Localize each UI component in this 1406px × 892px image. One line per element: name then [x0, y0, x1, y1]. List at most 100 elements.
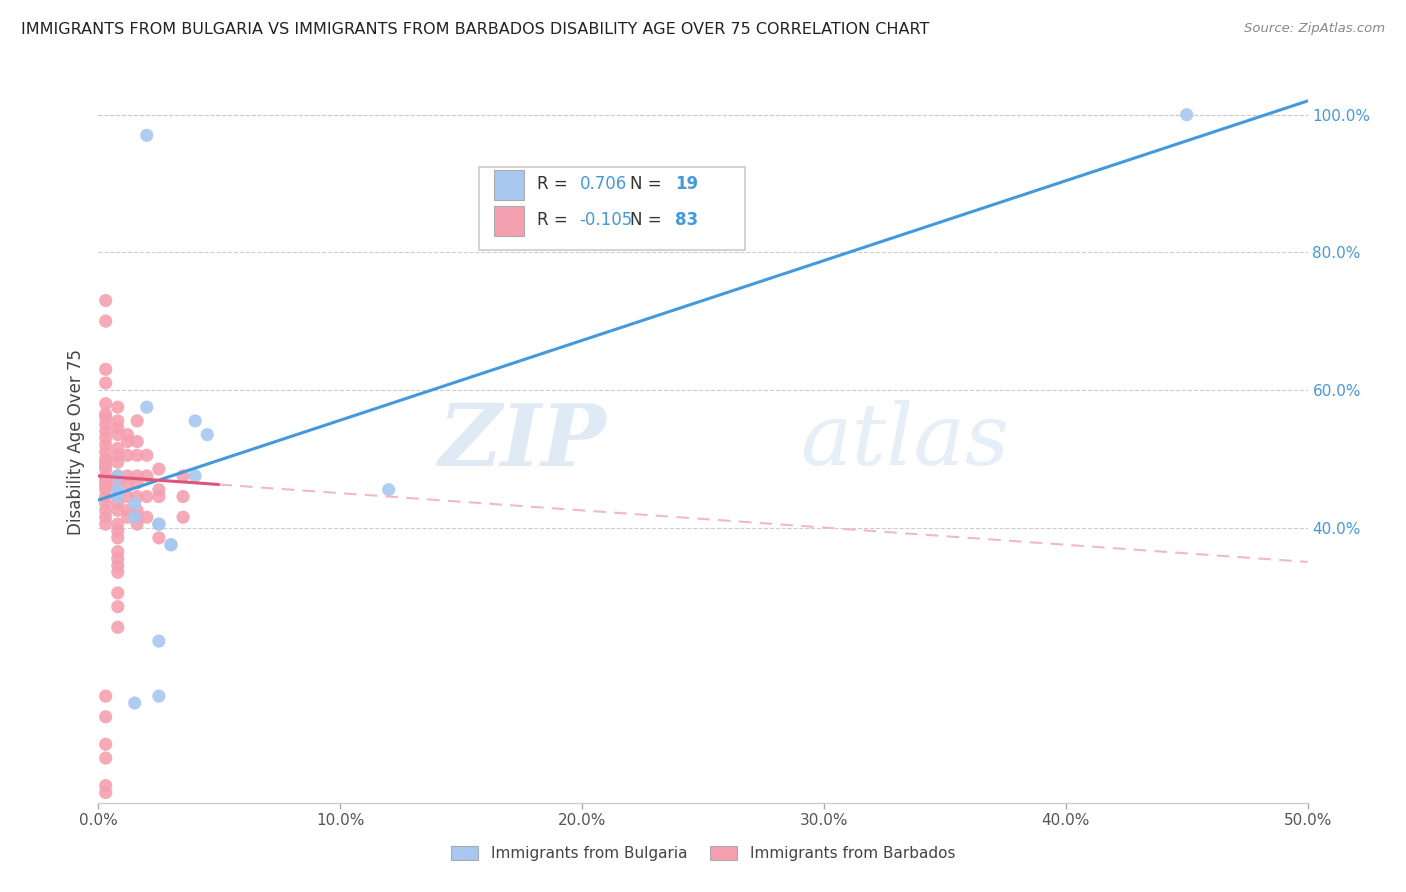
Point — [107, 490, 129, 504]
Point — [184, 469, 207, 483]
Point — [107, 599, 129, 614]
Point — [94, 410, 117, 425]
Point — [124, 510, 146, 524]
Point — [94, 779, 117, 793]
Point — [107, 448, 129, 462]
Point — [107, 483, 129, 497]
Point — [117, 510, 139, 524]
Point — [107, 544, 129, 558]
Point — [94, 785, 117, 799]
Point — [94, 397, 117, 411]
Point — [94, 472, 117, 486]
Point — [107, 475, 129, 490]
Point — [135, 128, 157, 143]
Point — [160, 538, 183, 552]
Point — [148, 490, 170, 504]
Point — [94, 451, 117, 466]
Point — [124, 696, 146, 710]
Point — [184, 414, 207, 428]
Bar — [479, 167, 745, 250]
Text: IMMIGRANTS FROM BULGARIA VS IMMIGRANTS FROM BARBADOS DISABILITY AGE OVER 75 CORR: IMMIGRANTS FROM BULGARIA VS IMMIGRANTS F… — [21, 22, 929, 37]
Point — [94, 737, 117, 751]
Point — [148, 531, 170, 545]
Point — [94, 431, 117, 445]
Point — [107, 566, 129, 580]
Point — [172, 490, 194, 504]
Point — [94, 483, 117, 497]
Point — [94, 689, 117, 703]
Point — [94, 517, 117, 532]
Point — [148, 462, 170, 476]
Point — [94, 458, 117, 473]
Point — [127, 490, 149, 504]
Point — [107, 442, 129, 456]
Point — [94, 445, 117, 459]
Point — [135, 469, 157, 483]
Text: atlas: atlas — [800, 401, 1010, 483]
Point — [148, 483, 170, 497]
Bar — [494, 206, 524, 236]
Point — [172, 510, 194, 524]
Point — [107, 421, 129, 435]
Point — [172, 469, 194, 483]
Point — [94, 510, 117, 524]
Point — [94, 455, 117, 469]
Point — [94, 424, 117, 438]
Point — [107, 558, 129, 573]
Y-axis label: Disability Age Over 75: Disability Age Over 75 — [66, 349, 84, 534]
Bar — [494, 169, 524, 200]
Point — [127, 517, 149, 532]
Point — [107, 427, 129, 442]
Point — [94, 417, 117, 432]
Point — [107, 496, 129, 510]
Point — [107, 620, 129, 634]
Legend: Immigrants from Bulgaria, Immigrants from Barbados: Immigrants from Bulgaria, Immigrants fro… — [444, 840, 962, 867]
Point — [127, 448, 149, 462]
Point — [195, 427, 218, 442]
Point — [94, 362, 117, 376]
Point — [117, 503, 139, 517]
Text: ZIP: ZIP — [439, 400, 606, 483]
Point — [148, 634, 170, 648]
Point — [107, 469, 129, 483]
Point — [148, 517, 170, 532]
Point — [107, 531, 129, 545]
Point — [94, 710, 117, 724]
Point — [94, 438, 117, 452]
Point — [117, 490, 139, 504]
Point — [94, 462, 117, 476]
Point — [94, 314, 117, 328]
Text: 0.706: 0.706 — [579, 176, 627, 194]
Text: R =: R = — [537, 176, 574, 194]
Point — [148, 517, 170, 532]
Point — [107, 469, 129, 483]
Point — [127, 510, 149, 524]
Point — [107, 503, 129, 517]
Text: 19: 19 — [675, 176, 699, 194]
Point — [94, 407, 117, 421]
Point — [135, 510, 157, 524]
Point — [127, 434, 149, 449]
Point — [124, 496, 146, 510]
Point — [135, 448, 157, 462]
Point — [148, 689, 170, 703]
Point — [107, 490, 129, 504]
Text: 83: 83 — [675, 211, 699, 229]
Point — [117, 448, 139, 462]
Point — [94, 496, 117, 510]
Point — [94, 469, 117, 483]
Point — [107, 455, 129, 469]
Text: N =: N = — [630, 176, 668, 194]
Point — [117, 427, 139, 442]
Point — [117, 475, 139, 490]
Point — [94, 751, 117, 765]
Point — [117, 434, 139, 449]
Point — [117, 469, 139, 483]
Point — [107, 517, 129, 532]
Point — [135, 400, 157, 414]
Point — [127, 503, 149, 517]
Text: -0.105: -0.105 — [579, 211, 633, 229]
Point — [107, 483, 129, 497]
Point — [1175, 108, 1198, 122]
Point — [94, 503, 117, 517]
